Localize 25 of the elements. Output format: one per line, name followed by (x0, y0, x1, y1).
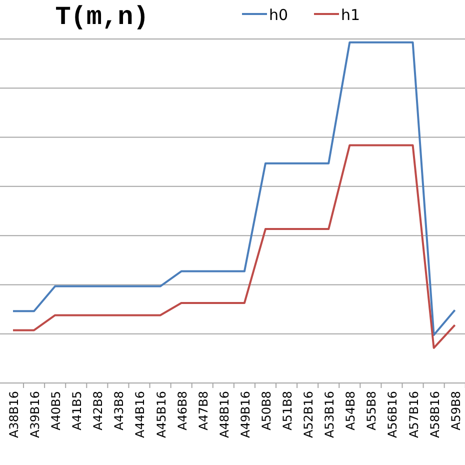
x-tick-label: A38B16 (7, 391, 21, 438)
legend-label: h0 (269, 6, 288, 24)
x-tick-label: A53B16 (322, 391, 337, 438)
x-tick-label: A44B16 (133, 391, 148, 438)
x-tick-label: A41B5 (70, 391, 84, 430)
x-tick-label: A55B8 (364, 391, 379, 430)
x-tick-label: A58B16 (428, 391, 442, 438)
x-tick-label: A43B8 (112, 391, 126, 430)
x-tick-label: A51B8 (280, 391, 295, 430)
x-tick-label: A40B5 (49, 391, 64, 430)
x-tick-label: A59B8 (448, 391, 463, 430)
x-tick-label: A50B8 (259, 391, 274, 430)
x-tick-label: A39B16 (28, 391, 42, 438)
legend-label: h1 (341, 6, 360, 24)
x-tick-label: A47B8 (196, 391, 210, 430)
x-tick-label: A57B16 (406, 391, 421, 438)
x-tick-label: A48B16 (217, 391, 232, 438)
x-tick-label: A56B16 (386, 391, 400, 438)
x-tick-label: A54B8 (344, 391, 358, 430)
x-tick-label: A49B16 (238, 391, 252, 438)
chart-title: T(m,n) (55, 2, 149, 32)
x-tick-label: A46B8 (175, 391, 190, 430)
x-tick-label: A45B16 (154, 391, 168, 438)
x-tick-label: A52B16 (302, 391, 316, 438)
x-tick-label: A42B8 (91, 391, 106, 430)
